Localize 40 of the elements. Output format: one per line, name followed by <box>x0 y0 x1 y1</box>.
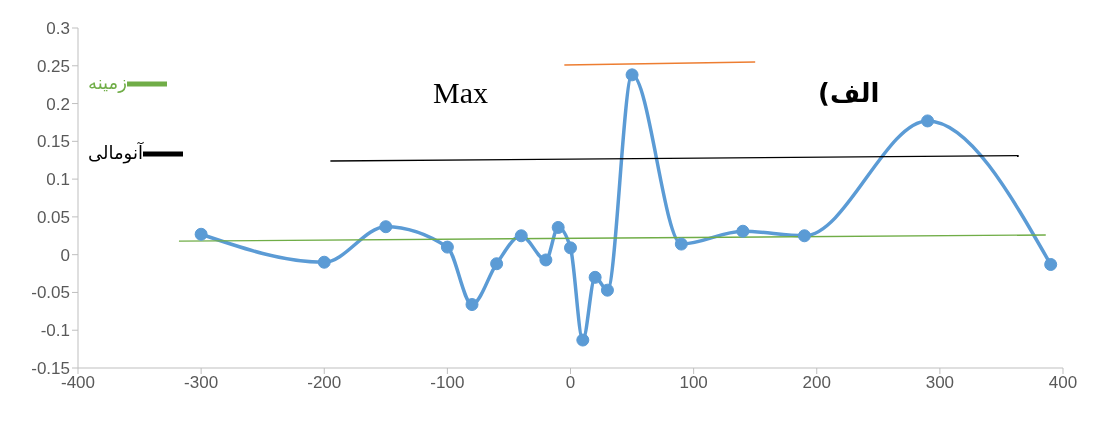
legend-label: آنومالی <box>88 142 143 163</box>
point <box>797 229 811 243</box>
point <box>379 220 393 234</box>
legend-label: زمینه <box>88 72 127 93</box>
y-tick-label: 0 <box>60 245 70 265</box>
x-tick-label: 0 <box>565 373 576 393</box>
point <box>1044 257 1058 271</box>
x-tick-label: 300 <box>925 373 955 393</box>
point <box>588 270 602 284</box>
point <box>490 257 504 271</box>
point <box>539 253 553 267</box>
y-tick-label: -0.05 <box>31 283 70 303</box>
x-tick-label: -200 <box>307 373 342 393</box>
x-tick-label: 200 <box>802 373 831 393</box>
y-tick-label: 0.2 <box>46 94 70 114</box>
point <box>674 237 688 251</box>
point <box>551 220 565 234</box>
point <box>921 114 935 128</box>
y-tick-label: 0.25 <box>36 56 70 76</box>
point <box>194 227 208 241</box>
y-tick-label: 0.15 <box>36 132 70 152</box>
x-tick-label: -100 <box>430 373 465 393</box>
point <box>317 255 331 269</box>
annotation: Max <box>433 76 488 110</box>
point <box>625 68 639 82</box>
point <box>736 224 750 238</box>
y-tick-label: -0.1 <box>40 321 70 341</box>
text: الف) <box>818 78 880 108</box>
point <box>440 240 454 254</box>
point <box>576 333 590 347</box>
point <box>600 283 614 297</box>
point <box>514 229 528 243</box>
y-tick-label: 0.3 <box>46 19 70 39</box>
x-tick-label: -300 <box>184 373 219 393</box>
y-tick-label: 0.1 <box>46 170 70 190</box>
x-tick-label: 400 <box>1048 373 1078 393</box>
point <box>564 241 577 255</box>
point <box>465 298 479 312</box>
x-tick-label: 100 <box>679 373 708 393</box>
y-tick-label: 0.05 <box>36 207 70 227</box>
